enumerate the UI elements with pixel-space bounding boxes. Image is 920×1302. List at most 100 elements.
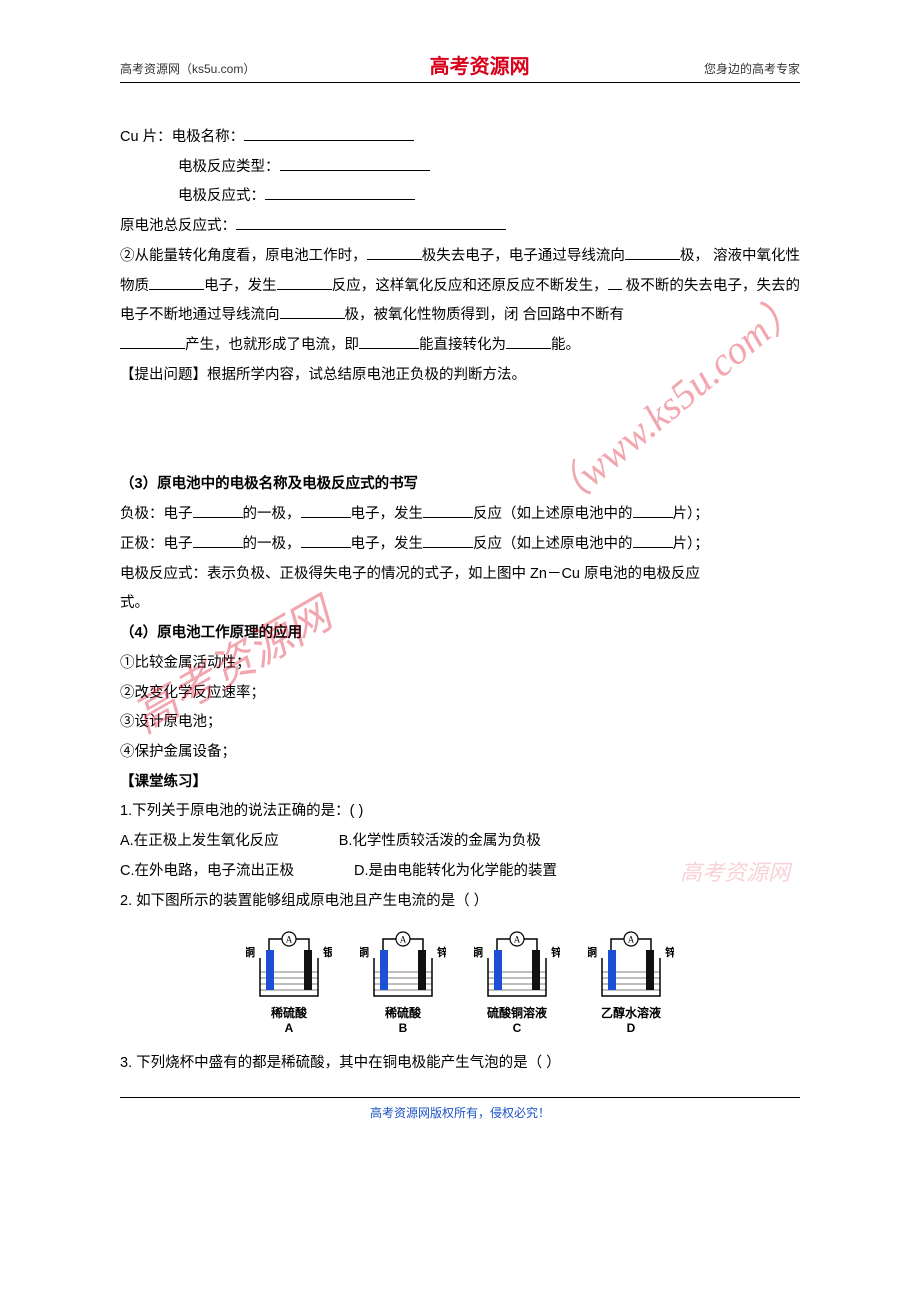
text: 能直接转化为 bbox=[419, 337, 506, 353]
text: 正极：电子 bbox=[120, 536, 193, 552]
q1-opt-b: B.化学性质较活泼的金属为负极 bbox=[339, 827, 541, 857]
eq-desc-line-2: 式。 bbox=[120, 589, 800, 619]
section-3-title: （3）原电池中的电极名称及电极反应式的书写 bbox=[120, 470, 800, 500]
cell-solution-label: 稀硫酸 bbox=[271, 1004, 307, 1021]
svg-text:锌: 锌 bbox=[551, 945, 560, 959]
text: 极失去电子，电子通过导线流向 bbox=[422, 248, 625, 264]
text: 能。 bbox=[551, 337, 580, 353]
text: 电极反应式：表示负极、正极得失电子的情况的式子，如上图中 Zn－Cu 原电池的电… bbox=[120, 566, 700, 582]
footer-text: 高考资源网版权所有，侵权必究！ bbox=[120, 1098, 800, 1127]
text: 极，被氧化性物质得到，闭 bbox=[345, 307, 519, 323]
svg-text:A: A bbox=[286, 935, 293, 945]
app-2: ②改变化学反应速率； bbox=[120, 679, 800, 709]
q1-opt-c: C.在外电路，电子流出正极 bbox=[120, 857, 294, 887]
text: 电子，发生 bbox=[351, 536, 424, 552]
text: 电子，发生 bbox=[351, 506, 424, 522]
text: 片）； bbox=[673, 536, 709, 552]
text: 产生，也就形成了电流，即 bbox=[185, 337, 359, 353]
cell-letter: D bbox=[627, 1021, 636, 1035]
cell-solution-label: 乙醇水溶液 bbox=[601, 1004, 661, 1021]
header-title: 高考资源网 bbox=[430, 50, 530, 79]
blank-field bbox=[301, 501, 351, 518]
blank-field bbox=[277, 272, 332, 289]
cell-solution-label: 硫酸铜溶液 bbox=[487, 1004, 547, 1021]
blank-field bbox=[359, 332, 419, 349]
question-2: 2. 如下图所示的装置能够组成原电池且产生电流的是（ ） bbox=[120, 887, 800, 917]
blank-field bbox=[244, 124, 414, 141]
cell-letter: B bbox=[399, 1021, 408, 1035]
blank-field bbox=[423, 531, 473, 548]
blank-field bbox=[506, 332, 551, 349]
svg-text:A: A bbox=[514, 935, 521, 945]
cell-letter: A bbox=[285, 1021, 294, 1035]
blank-field bbox=[265, 183, 415, 200]
cell-diagram: A 铜 锌 硫酸铜溶液 C bbox=[474, 930, 560, 1035]
text: 片）； bbox=[673, 506, 709, 522]
electrochemical-cells-row: A 铜 银 稀硫酸 A A bbox=[120, 930, 800, 1035]
svg-text:铜: 铜 bbox=[474, 945, 483, 959]
blank-field bbox=[608, 272, 622, 289]
svg-text:A: A bbox=[628, 935, 635, 945]
svg-text:锌: 锌 bbox=[437, 945, 446, 959]
text: 极， bbox=[680, 248, 709, 264]
header-right: 您身边的高考专家 bbox=[704, 60, 800, 77]
total-eq-line: 原电池总反应式： bbox=[120, 212, 800, 242]
text: 合回路中不断有 bbox=[523, 307, 625, 323]
blank-field bbox=[193, 531, 243, 548]
svg-text:铜: 铜 bbox=[588, 945, 597, 959]
negative-electrode-line: 负极：电子 的一极， 电子，发生 反应（如上述原电池中的 片）； bbox=[120, 500, 800, 530]
blank-field bbox=[301, 531, 351, 548]
total-eq-label: 原电池总反应式： bbox=[120, 218, 236, 234]
blank-field bbox=[280, 153, 430, 170]
svg-text:铜: 铜 bbox=[246, 945, 255, 959]
blank-field bbox=[280, 302, 345, 319]
svg-text:银: 银 bbox=[323, 945, 332, 959]
app-4: ④保护金属设备； bbox=[120, 738, 800, 768]
question-1-opts-row2: C.在外电路，电子流出正极 D.是由电能转化为化学能的装置 bbox=[120, 857, 800, 887]
question-raise: 【提出问题】根据所学内容，试总结原电池正负极的判断方法。 bbox=[120, 361, 800, 391]
blank-field bbox=[367, 242, 422, 259]
cell-svg-icon: A 铜 锌 bbox=[588, 930, 674, 1002]
cell-diagram: A 铜 锌 乙醇水溶液 D bbox=[588, 930, 674, 1035]
text: 的一极， bbox=[243, 536, 301, 552]
blank-field bbox=[625, 242, 680, 259]
positive-electrode-line: 正极：电子的一极，电子，发生反应（如上述原电池中的片）； bbox=[120, 530, 800, 560]
text: 电子，发生 bbox=[204, 278, 277, 294]
paragraph-2: ②从能量转化角度看，原电池工作时，极失去电子，电子通过导线流向极， 溶液中氧化性… bbox=[120, 242, 800, 331]
cu-name-label: Cu 片：电极名称： bbox=[120, 129, 244, 145]
text: 反应，这样氧化反应和还原反应不断发生， bbox=[332, 278, 608, 294]
text: 的一极， bbox=[243, 506, 301, 522]
text: ②从能量转化角度看，原电池工作时， bbox=[120, 248, 367, 264]
section-4-title: （4）原电池工作原理的应用 bbox=[120, 619, 800, 649]
page-header: 高考资源网（ks5u.com） 高考资源网 您身边的高考专家 bbox=[120, 50, 800, 83]
question-1-opts-row1: A.在正极上发生氧化反应 B.化学性质较活泼的金属为负极 bbox=[120, 827, 800, 857]
q1-opt-a: A.在正极上发生氧化反应 bbox=[120, 827, 279, 857]
blank-field bbox=[236, 213, 506, 230]
question-1: 1.下列关于原电池的说法正确的是：( ) bbox=[120, 797, 800, 827]
svg-text:A: A bbox=[400, 935, 407, 945]
cell-solution-label: 稀硫酸 bbox=[385, 1004, 421, 1021]
eq-desc-line: 电极反应式：表示负极、正极得失电子的情况的式子，如上图中 Zn－Cu 原电池的电… bbox=[120, 560, 800, 590]
cell-diagram: A 铜 银 稀硫酸 A bbox=[246, 930, 332, 1035]
cu-name-line: Cu 片：电极名称： bbox=[120, 123, 800, 153]
cell-svg-icon: A 铜 银 bbox=[246, 930, 332, 1002]
app-3: ③设计原电池； bbox=[120, 708, 800, 738]
blank-field bbox=[633, 531, 673, 548]
blank-field bbox=[423, 501, 473, 518]
cell-letter: C bbox=[513, 1021, 522, 1035]
cu-type-label: 电极反应类型： bbox=[178, 159, 280, 175]
text: 负极：电子 bbox=[120, 506, 193, 522]
cu-eq-label: 电极反应式： bbox=[178, 188, 265, 204]
blank-field bbox=[633, 501, 673, 518]
cell-diagram: A 铜 锌 稀硫酸 B bbox=[360, 930, 446, 1035]
text: 反应（如上述原电池中的 bbox=[473, 506, 633, 522]
cell-svg-icon: A 铜 锌 bbox=[360, 930, 446, 1002]
blank-field bbox=[149, 272, 204, 289]
document-page: （www.ks5u.com） 高考资源网 高考资源网 高考资源网（ks5u.co… bbox=[0, 0, 920, 1302]
cu-type-line: 电极反应类型： bbox=[120, 153, 800, 183]
cell-svg-icon: A 铜 锌 bbox=[474, 930, 560, 1002]
app-1: ①比较金属活动性； bbox=[120, 649, 800, 679]
answer-space bbox=[120, 390, 800, 470]
paragraph-2-cont: 产生，也就形成了电流，即 能直接转化为 能。 bbox=[120, 331, 800, 361]
q1-opt-d: D.是由电能转化为化学能的装置 bbox=[354, 857, 557, 887]
